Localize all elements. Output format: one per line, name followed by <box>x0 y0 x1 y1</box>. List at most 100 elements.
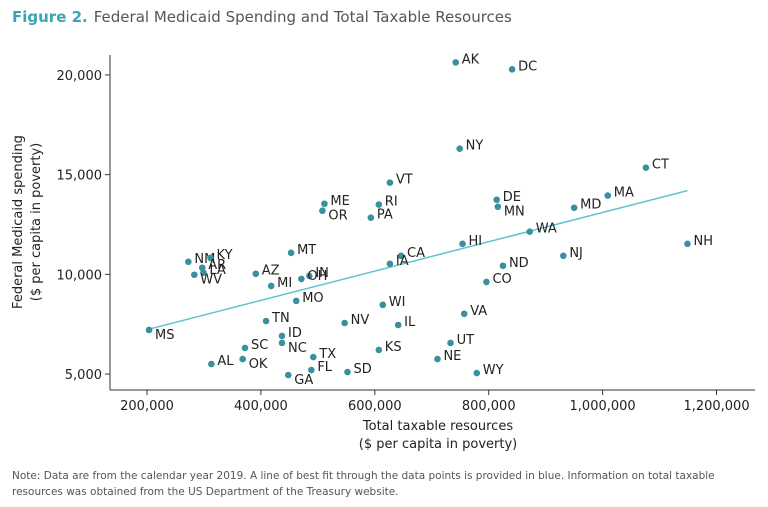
point-label: WV <box>200 273 222 288</box>
data-point <box>642 164 650 171</box>
point-label: MS <box>155 328 174 343</box>
point-label: NY <box>466 139 484 154</box>
point-label: MO <box>302 291 323 306</box>
point-label: SC <box>251 338 268 353</box>
point-label: UT <box>457 333 475 348</box>
data-point <box>278 332 286 340</box>
point-label: AR <box>208 258 226 273</box>
point-label: VT <box>396 173 413 188</box>
data-point <box>375 201 383 208</box>
point-label: MA <box>614 186 634 201</box>
data-point <box>308 366 315 374</box>
data-point <box>452 59 459 66</box>
point-label: ME <box>330 194 349 209</box>
data-point <box>473 369 481 377</box>
point-label: CO <box>492 272 511 287</box>
data-point <box>684 240 691 248</box>
y-axis-title: Federal Medicaid spending <box>11 135 26 309</box>
point-label: IA <box>396 254 409 269</box>
point-label: PA <box>377 208 393 223</box>
data-point <box>483 278 490 286</box>
data-point <box>239 355 246 363</box>
y-tick-label: 15,000 <box>57 169 103 184</box>
data-point <box>526 228 534 235</box>
data-point <box>262 317 270 325</box>
point-label: DC <box>518 59 537 74</box>
data-point <box>207 254 214 262</box>
data-point <box>379 301 387 309</box>
point-label: MN <box>504 205 525 220</box>
title-text: Federal Medicaid Spending and Total Taxa… <box>94 8 512 26</box>
x-tick-label: 400,000 <box>234 399 288 414</box>
data-point <box>460 310 468 318</box>
data-point <box>287 249 295 257</box>
data-point <box>319 207 326 215</box>
data-point <box>208 360 215 368</box>
data-point <box>604 192 612 199</box>
point-label: NC <box>288 341 307 356</box>
point-label: WA <box>536 222 557 237</box>
data-point <box>394 321 402 329</box>
y-tick-label: 20,000 <box>57 69 103 84</box>
point-label: LA <box>209 263 226 278</box>
point-label: VA <box>470 304 487 319</box>
point-label: ID <box>288 326 302 341</box>
point-label: AK <box>462 52 480 67</box>
data-point <box>267 282 275 290</box>
point-label: OR <box>328 209 347 224</box>
data-point <box>198 264 206 272</box>
point-label: CA <box>407 246 425 261</box>
data-point <box>386 260 394 268</box>
point-label: AL <box>217 354 234 369</box>
data-point <box>145 326 153 334</box>
point-label: FL <box>317 360 332 375</box>
data-point <box>341 319 348 327</box>
point-label: WI <box>389 295 406 310</box>
data-point <box>321 200 328 208</box>
chart-title: Figure 2. Federal Medicaid Spending and T… <box>12 8 512 26</box>
x-tick-label: 200,000 <box>120 399 174 414</box>
point-label: NV <box>351 313 370 328</box>
point-label: WY <box>483 363 504 378</box>
point-label: AZ <box>262 264 280 279</box>
y-axis-title: ($ per capita in poverty) <box>29 143 44 301</box>
point-label: HI <box>469 234 483 249</box>
point-label: KY <box>217 248 233 263</box>
data-point <box>493 196 500 204</box>
point-label: OH <box>307 269 327 284</box>
data-point <box>200 269 207 277</box>
chart: Figure 2. Federal Medicaid Spending and T… <box>11 8 755 452</box>
data-point <box>386 179 394 186</box>
data-point <box>190 271 198 279</box>
x-tick-label: 1,000,000 <box>570 399 636 414</box>
y-tick-label: 10,000 <box>57 268 103 283</box>
x-axis-title: Total taxable resources <box>362 419 513 434</box>
data-point <box>494 203 502 211</box>
point-label: NH <box>693 234 713 249</box>
point-label: TX <box>318 347 336 362</box>
point-label: IN <box>315 266 329 281</box>
point-label: DE <box>503 190 521 205</box>
point-label: KS <box>385 340 402 355</box>
point-label: CT <box>652 158 669 173</box>
data-point <box>499 262 507 270</box>
data-point <box>185 258 192 266</box>
y-tick-label: 5,000 <box>65 368 102 383</box>
data-point <box>570 204 578 212</box>
title-prefix: Figure 2. <box>12 8 88 26</box>
point-label: MI <box>277 276 292 291</box>
fit-line <box>148 189 688 330</box>
point-label: NE <box>443 349 461 364</box>
point-label: GA <box>294 373 313 388</box>
data-point <box>278 339 286 347</box>
data-point <box>367 214 375 222</box>
data-point <box>241 344 249 352</box>
point-label: MT <box>297 243 316 258</box>
data-point <box>292 297 300 305</box>
x-tick-label: 600,000 <box>348 399 402 414</box>
point-label: SD <box>353 362 371 377</box>
point-label: OK <box>249 357 268 372</box>
note: Note: Data are from the calendar year 20… <box>12 470 715 498</box>
point-label: RI <box>385 195 398 210</box>
